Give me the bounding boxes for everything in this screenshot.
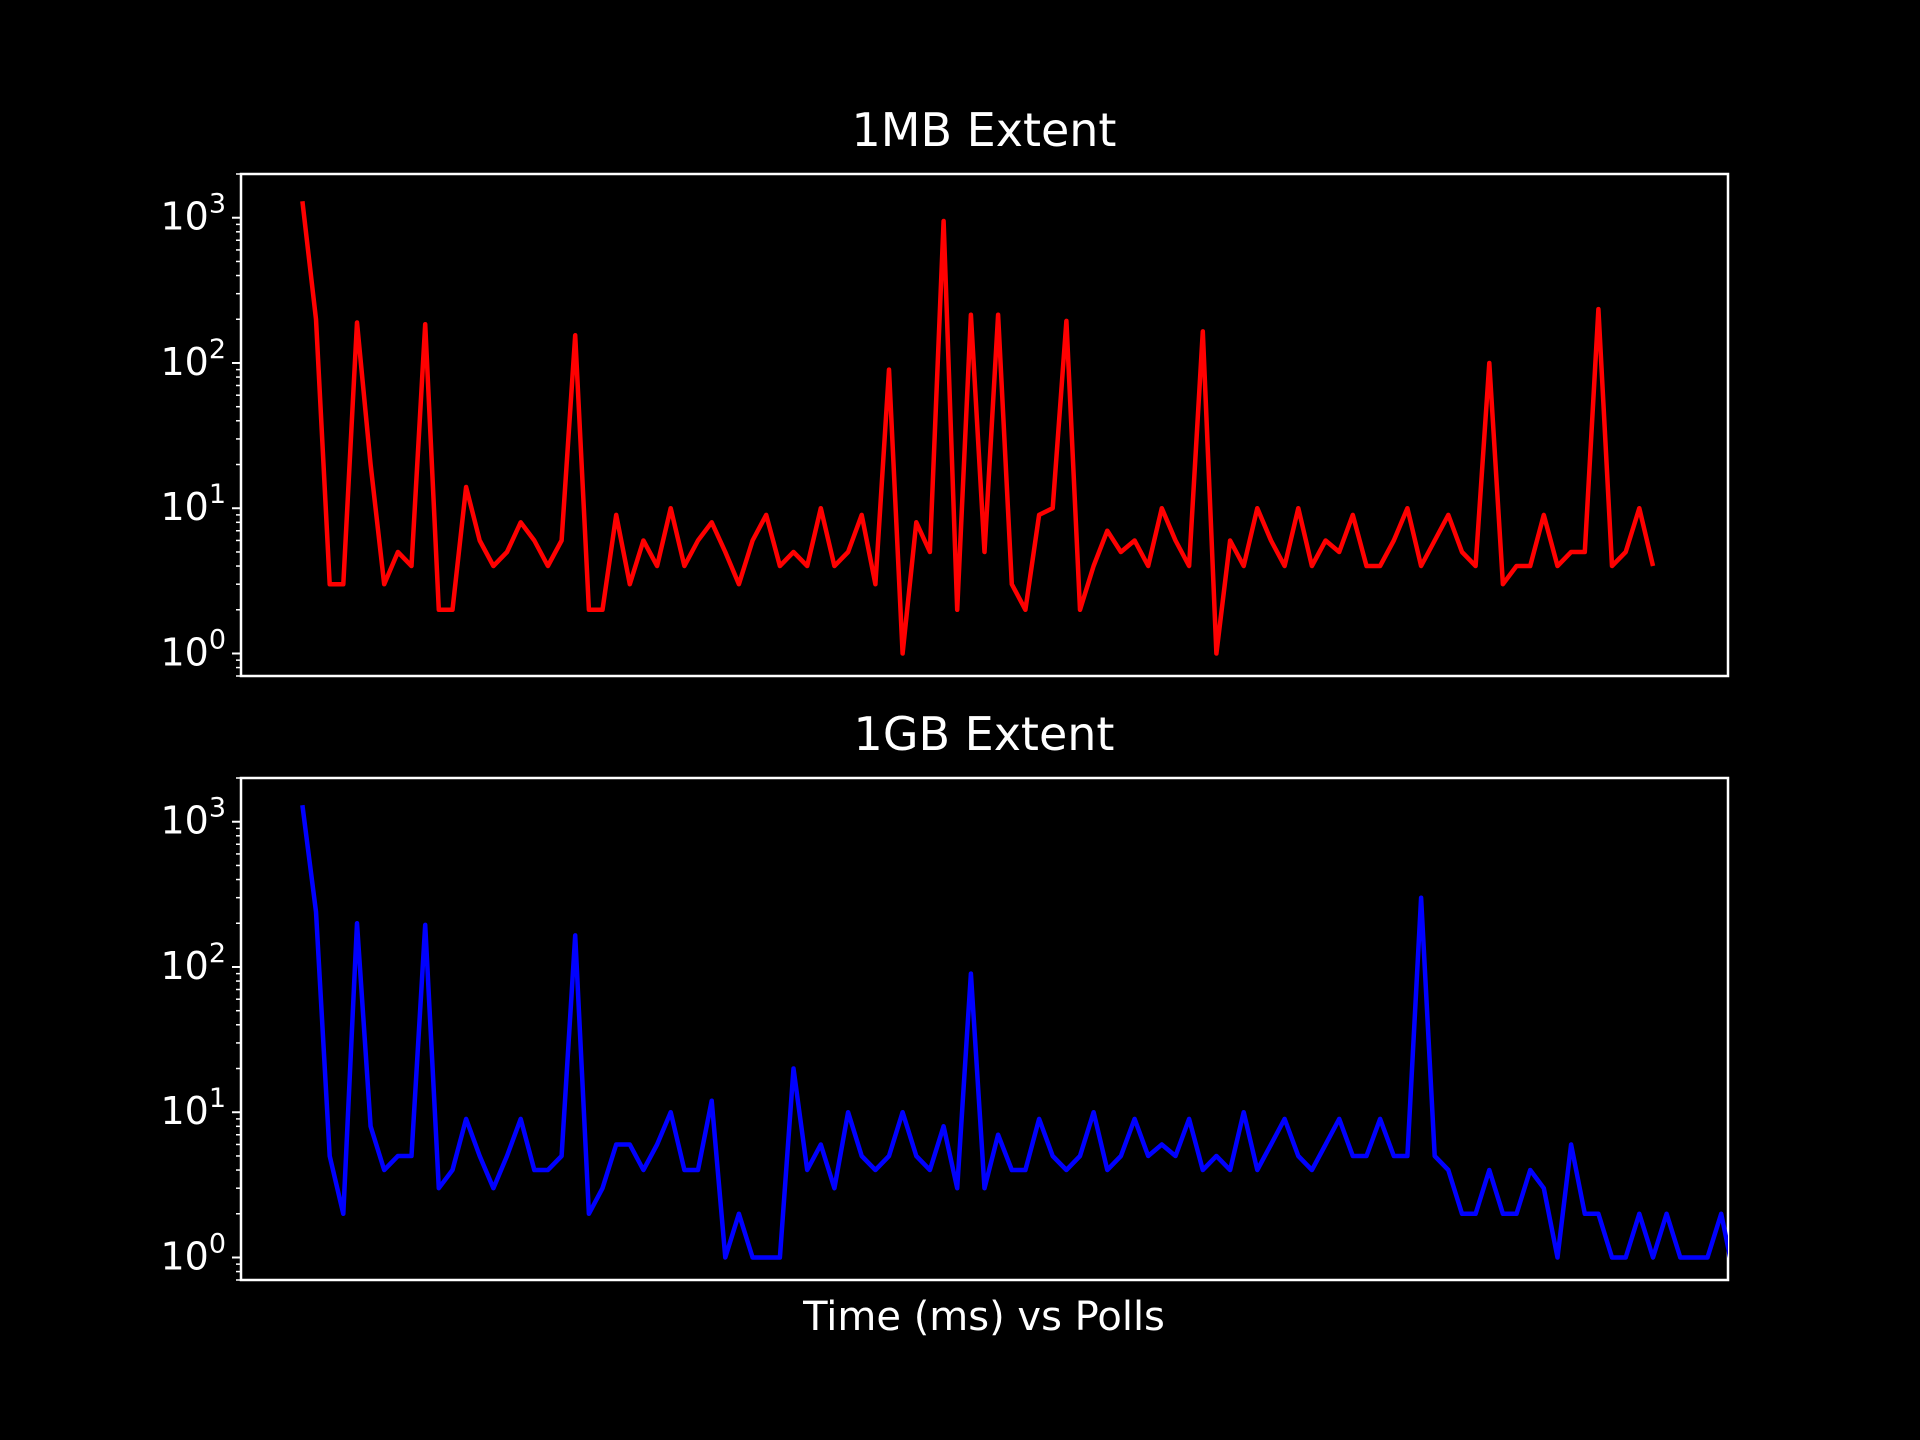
y-tick-label: 100 — [160, 1228, 226, 1278]
series-line — [300, 200, 1656, 656]
series-line — [300, 804, 1728, 1260]
series-lines — [300, 804, 1728, 1260]
plot-area-frame — [239, 776, 1730, 1282]
y-tick-label: 100 — [160, 624, 226, 674]
y-tick-label: 102 — [160, 334, 226, 384]
y-tick-exponent: 2 — [209, 938, 226, 969]
y-tick-base: 10 — [160, 340, 208, 384]
x-axis-label: Time (ms) vs Polls — [802, 1294, 1165, 1340]
y-tick-base: 10 — [160, 1234, 208, 1278]
y-tick-exponent: 1 — [209, 1083, 226, 1114]
y-tick-exponent: 3 — [209, 189, 226, 220]
chart-title: 1MB Extent — [852, 103, 1117, 157]
y-tick-exponent: 1 — [209, 479, 226, 510]
y-tick-base: 10 — [160, 630, 208, 674]
y-tick-exponent: 0 — [209, 624, 226, 655]
y-tick-base: 10 — [160, 944, 208, 988]
y-tick-label: 102 — [160, 938, 226, 988]
plot-area-frame — [239, 172, 1730, 678]
chart-title: 1GB Extent — [854, 707, 1115, 761]
y-tick-base: 10 — [160, 485, 208, 529]
y-tick-base: 10 — [160, 195, 208, 239]
y-tick-label: 101 — [160, 1083, 226, 1133]
y-tick-exponent: 0 — [209, 1228, 226, 1259]
y-tick-base: 10 — [160, 1089, 208, 1133]
y-tick-label: 101 — [160, 479, 226, 529]
y-tick-base: 10 — [160, 799, 208, 843]
y-tick-label: 103 — [160, 189, 226, 239]
y-tick-label: 103 — [160, 793, 226, 843]
y-tick-exponent: 3 — [209, 793, 226, 824]
y-tick-exponent: 2 — [209, 334, 226, 365]
series-lines — [300, 200, 1656, 656]
